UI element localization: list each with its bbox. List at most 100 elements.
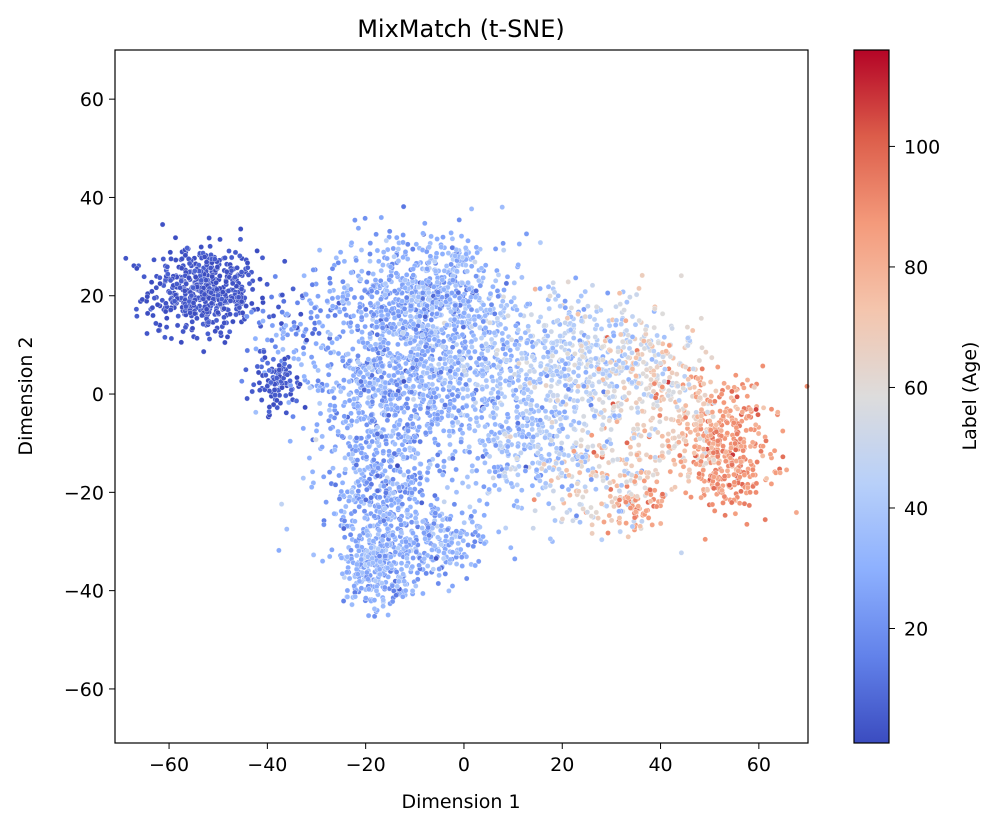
- scatter-point: [394, 234, 400, 241]
- scatter-point: [440, 428, 447, 434]
- scatter-point: [643, 452, 650, 458]
- scatter-point: [514, 455, 520, 462]
- scatter-point: [370, 468, 376, 475]
- scatter-point: [214, 286, 220, 293]
- scatter-point: [598, 409, 604, 416]
- scatter-point: [434, 311, 440, 317]
- scatter-point: [627, 294, 633, 300]
- scatter-point: [441, 380, 448, 386]
- scatter-point: [581, 421, 588, 427]
- scatter-point: [260, 308, 266, 314]
- scatter-point: [402, 587, 409, 594]
- scatter-point: [269, 322, 276, 329]
- scatter-point: [315, 378, 321, 384]
- scatter-point: [550, 280, 556, 286]
- scatter-point: [550, 488, 557, 494]
- scatter-point: [385, 412, 392, 419]
- scatter-point: [411, 486, 418, 492]
- scatter-point: [499, 337, 506, 343]
- scatter-point: [217, 236, 223, 243]
- scatter-point: [588, 513, 595, 519]
- scatter-point: [744, 377, 751, 383]
- scatter-point: [570, 369, 577, 375]
- scatter-point: [651, 487, 658, 494]
- scatter-point: [492, 469, 499, 475]
- scatter-point: [368, 429, 374, 435]
- scatter-point: [400, 571, 406, 577]
- scatter-point: [160, 256, 167, 262]
- scatter-point: [424, 563, 431, 569]
- scatter-point: [363, 479, 370, 486]
- scatter-point: [549, 353, 556, 359]
- scatter-point: [610, 457, 616, 463]
- scatter-point: [286, 399, 292, 406]
- scatter-point: [221, 314, 227, 321]
- scatter-point: [513, 387, 519, 393]
- scatter-point: [494, 405, 500, 412]
- scatter-point: [524, 301, 531, 307]
- scatter-point: [655, 429, 661, 436]
- scatter-point: [455, 289, 462, 296]
- scatter-point: [393, 392, 399, 398]
- scatter-point: [244, 395, 250, 402]
- scatter-point: [286, 363, 293, 370]
- scatter-point: [272, 343, 279, 350]
- scatter-point: [371, 311, 377, 318]
- scatter-point: [734, 394, 740, 400]
- scatter-point: [665, 449, 672, 456]
- scatter-point: [624, 456, 630, 463]
- scatter-point: [499, 204, 505, 210]
- scatter-point: [253, 409, 259, 416]
- scatter-point: [677, 472, 684, 478]
- scatter-point: [412, 414, 419, 420]
- scatter-point: [591, 371, 597, 378]
- scatter-point: [155, 327, 162, 334]
- scatter-point: [495, 272, 502, 278]
- scatter-point: [163, 300, 169, 307]
- scatter-point: [327, 280, 333, 286]
- scatter-point: [427, 399, 434, 405]
- scatter-point: [529, 482, 536, 489]
- scatter-point: [291, 323, 298, 330]
- scatter-point: [174, 322, 181, 329]
- scatter-point: [530, 525, 536, 531]
- scatter-point: [661, 378, 668, 385]
- scatter-point: [754, 459, 760, 465]
- scatter-point: [513, 323, 519, 329]
- scatter-point: [541, 322, 548, 329]
- scatter-point: [512, 341, 518, 348]
- scatter-point: [472, 259, 478, 265]
- scatter-point: [533, 467, 540, 473]
- scatter-point: [321, 521, 327, 528]
- scatter-point: [700, 446, 707, 452]
- scatter-point: [340, 598, 347, 604]
- scatter-point: [239, 310, 246, 316]
- scatter-point: [462, 345, 468, 351]
- scatter-point: [345, 564, 351, 571]
- scatter-point: [325, 362, 331, 369]
- scatter-point: [627, 444, 634, 450]
- scatter-point: [605, 389, 611, 395]
- scatter-point: [578, 293, 584, 299]
- scatter-point: [571, 404, 578, 411]
- scatter-point: [666, 342, 673, 349]
- scatter-point: [598, 307, 604, 313]
- scatter-point: [288, 387, 295, 393]
- scatter-point: [472, 538, 478, 545]
- scatter-point: [702, 536, 708, 543]
- scatter-point: [580, 494, 586, 500]
- scatter-point: [357, 467, 363, 473]
- scatter-point: [378, 267, 384, 274]
- scatter-point: [365, 576, 371, 582]
- scatter-point: [225, 288, 232, 294]
- scatter-point: [173, 257, 179, 263]
- scatter-point: [424, 477, 430, 483]
- scatter-point: [721, 473, 728, 479]
- scatter-point: [648, 376, 654, 383]
- scatter-point: [266, 367, 273, 374]
- scatter-point: [698, 413, 705, 419]
- scatter-point: [366, 364, 372, 371]
- scatter-point: [244, 313, 250, 320]
- scatter-point: [348, 240, 355, 246]
- scatter-point: [412, 326, 419, 333]
